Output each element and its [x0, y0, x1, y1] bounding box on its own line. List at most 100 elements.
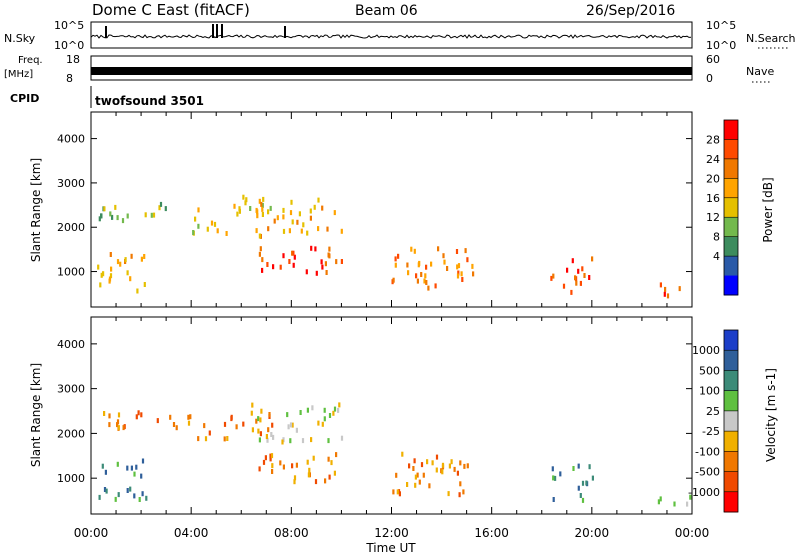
colorbar-swatch	[724, 197, 738, 218]
data-cell	[579, 280, 582, 286]
nave-label: Nave	[746, 65, 774, 78]
data-cell	[317, 226, 320, 232]
data-cell	[119, 261, 122, 267]
data-cell	[116, 422, 119, 428]
data-cell	[156, 418, 159, 424]
data-cell	[289, 438, 292, 444]
data-cell	[261, 206, 264, 212]
colorbar-tick-label: 8	[713, 231, 720, 244]
data-cell	[295, 427, 298, 433]
data-cell	[552, 475, 555, 481]
data-cell	[581, 480, 585, 486]
data-cell	[114, 204, 117, 210]
data-cell	[126, 488, 129, 493]
data-cell	[124, 257, 127, 263]
data-cell	[395, 472, 398, 478]
data-cell	[591, 475, 594, 481]
data-cell	[572, 466, 575, 471]
colorbar-swatch	[724, 350, 738, 371]
data-cell	[413, 458, 416, 464]
data-cell	[103, 411, 106, 416]
data-cell	[260, 201, 263, 207]
data-cell	[236, 211, 239, 217]
data-cell	[279, 460, 282, 466]
data-cell	[562, 283, 566, 289]
data-cell	[259, 431, 262, 437]
data-cell	[271, 422, 274, 428]
data-cell	[100, 213, 103, 219]
data-cell	[144, 212, 147, 218]
data-cell	[223, 421, 227, 427]
data-cell	[554, 475, 557, 481]
data-cell	[408, 463, 411, 469]
data-cell	[416, 472, 419, 478]
data-cell	[394, 262, 397, 268]
colorbar-swatch	[724, 431, 738, 452]
data-cell	[550, 275, 553, 281]
data-cell	[301, 438, 305, 444]
data-cell	[279, 264, 282, 270]
data-cell	[261, 202, 264, 208]
colorbar-swatch	[724, 178, 738, 199]
data-cell	[666, 293, 670, 299]
data-cell	[577, 485, 580, 491]
data-cell	[261, 267, 264, 273]
data-cell	[233, 203, 236, 209]
data-cell	[466, 257, 469, 263]
data-cell	[299, 410, 302, 415]
data-cell	[103, 206, 106, 212]
data-cell	[459, 460, 462, 466]
data-cell	[138, 497, 141, 502]
data-cell	[242, 194, 245, 200]
data-cell	[282, 207, 285, 213]
data-cell	[169, 414, 172, 420]
data-cell	[327, 438, 330, 444]
nsky-tick-top: 10^5	[54, 19, 84, 32]
colorbar-tick-label: -1000	[688, 486, 720, 499]
colorbar-tick-label: 1000	[692, 344, 720, 357]
data-cell	[579, 493, 582, 498]
data-cell	[122, 425, 125, 431]
y-tick-label: 4000	[57, 338, 85, 351]
data-cell	[551, 466, 554, 472]
data-cell	[197, 223, 200, 229]
data-cell	[588, 464, 591, 470]
data-cell	[328, 246, 331, 252]
data-cell	[466, 463, 469, 469]
data-cell	[292, 250, 295, 256]
cpid-value: twofsound 3501	[95, 94, 204, 108]
freq-tick-top: 18	[66, 53, 80, 66]
data-cell	[323, 407, 326, 413]
time-tick-label: 16:00	[474, 526, 509, 540]
data-cell	[117, 492, 120, 498]
colorbar-tick-label: 4	[713, 250, 720, 263]
data-cell	[410, 246, 413, 252]
colorbar-tick-label: 24	[706, 153, 720, 166]
data-cell	[335, 259, 338, 265]
velocity-scatter	[98, 402, 692, 507]
nave-tick-bottom: 0	[706, 72, 713, 85]
data-cell	[286, 412, 289, 418]
data-cell	[117, 425, 120, 431]
data-cell	[203, 423, 206, 429]
data-cell	[261, 257, 264, 263]
data-cell	[110, 266, 113, 272]
data-cell	[141, 458, 145, 464]
data-cell	[267, 427, 270, 433]
nsearch-tick-bottom: 10^0	[706, 39, 736, 52]
data-cell	[260, 408, 263, 414]
data-cell	[678, 286, 681, 292]
data-cell	[471, 263, 474, 269]
data-cell	[321, 421, 324, 427]
colorbar-swatch	[724, 217, 738, 238]
data-cell	[313, 204, 316, 210]
data-cell	[98, 494, 101, 500]
data-cell	[689, 494, 692, 500]
beam-label: Beam 06	[355, 3, 418, 19]
time-axis-title: Time UT	[365, 541, 416, 554]
data-cell	[225, 231, 228, 236]
data-cell	[435, 454, 439, 460]
data-cell	[265, 434, 268, 439]
data-cell	[108, 413, 111, 419]
colorbar-swatch	[724, 158, 738, 179]
